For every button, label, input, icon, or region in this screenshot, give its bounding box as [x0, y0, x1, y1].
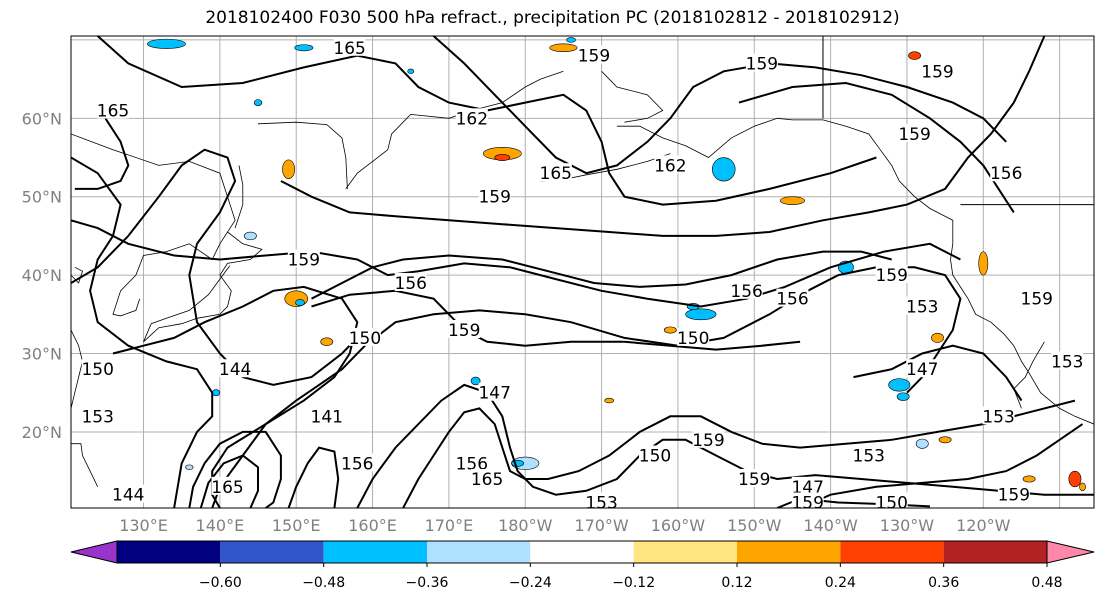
- contour-label: 162: [654, 156, 686, 176]
- contour-label: 159: [738, 470, 770, 490]
- contour-label: 159: [448, 321, 480, 341]
- colorbar-extend-high: [1046, 540, 1095, 564]
- lon-tick-label: 130°W: [880, 516, 935, 535]
- contour-label: 150: [349, 329, 381, 349]
- latitude-axis: 20°N 30°N 40°N 50°N 60°N: [22, 109, 62, 442]
- colorbar-segment: [323, 541, 427, 563]
- contour-label: 159: [478, 188, 510, 208]
- contour-label: 153: [853, 446, 885, 466]
- chart-title: 2018102400 F030 500 hPa refract., precip…: [205, 8, 900, 28]
- colorbar-extend-low: [70, 540, 118, 564]
- lon-tick-label: 150°W: [727, 516, 782, 535]
- lat-tick-label: 20°N: [22, 423, 62, 442]
- contour-label: 147: [906, 360, 938, 380]
- colorbar-tick-label: 0.24: [825, 575, 856, 591]
- contour-label: 159: [692, 431, 724, 451]
- colorbar-tick-label: −0.60: [199, 575, 242, 591]
- contour-label: 153: [81, 407, 113, 427]
- contour-label: 147: [478, 384, 510, 404]
- colorbar-tick-label: 0.36: [928, 575, 959, 591]
- lon-tick-label: 140°W: [803, 516, 858, 535]
- contour-label: 153: [1051, 352, 1083, 372]
- contour-label: 156: [395, 274, 427, 294]
- contour-label: 150: [875, 494, 907, 514]
- contour-label: 165: [211, 478, 243, 498]
- contour-label: 144: [112, 486, 144, 506]
- contour-label: 153: [982, 407, 1014, 427]
- colorbar-segment: [427, 541, 531, 563]
- lon-tick-label: 170°E: [425, 516, 474, 535]
- colorbar-segment: [220, 541, 324, 563]
- lat-tick-label: 30°N: [22, 345, 62, 364]
- lon-tick-label: 180°W: [498, 516, 553, 535]
- colorbar-tick-label: 0.12: [721, 575, 752, 591]
- contour-labels: 165 165 159 159 159 162 165 162 159 159 156 159 156 1…: [81, 37, 1084, 514]
- contour-label: 159: [746, 54, 778, 74]
- lon-tick-label: 160°W: [651, 516, 706, 535]
- contour-label: 159: [898, 125, 930, 145]
- lat-tick-label: 40°N: [22, 266, 62, 285]
- colorbar-tick-label: −0.24: [509, 575, 552, 591]
- lon-tick-label: 120°W: [956, 516, 1011, 535]
- contour-label: 165: [471, 470, 503, 490]
- coastlines: [71, 36, 1094, 487]
- contour-label: 150: [639, 446, 671, 466]
- map-frame: [70, 35, 1095, 509]
- lon-tick-label: 140°E: [196, 516, 245, 535]
- contour-label: 159: [875, 266, 907, 286]
- contour-label: 165: [540, 164, 572, 184]
- lat-tick-label: 60°N: [22, 109, 62, 128]
- refractivity-contours: [71, 36, 1094, 508]
- colorbar-segment: [117, 541, 221, 563]
- contour-label: 150: [81, 360, 113, 380]
- longitude-axis: 130°E 140°E 150°E 160°E 170°E 180°W 170°W 160°W…: [119, 516, 1010, 535]
- lon-tick-label: 130°E: [119, 516, 168, 535]
- contour-label: 153: [585, 494, 617, 514]
- contour-label: 144: [219, 360, 251, 380]
- colorbar-tick-label: 0.48: [1031, 575, 1062, 591]
- contour-label: 159: [998, 486, 1030, 506]
- colorbar-tick-label: −0.12: [612, 575, 655, 591]
- contour-label: 141: [311, 407, 343, 427]
- lat-tick-label: 50°N: [22, 188, 62, 207]
- contour-label: 150: [677, 329, 709, 349]
- contour-label: 162: [456, 109, 488, 129]
- contour-label: 159: [791, 494, 823, 514]
- colorbar-segment: [737, 541, 841, 563]
- contour-label: 159: [921, 62, 953, 82]
- colorbar-tick-label: −0.36: [406, 575, 449, 591]
- colorbar-segment: [840, 541, 944, 563]
- colorbar-segment: [633, 541, 737, 563]
- colorbar: −0.60 −0.48 −0.36 −0.24 −0.12 0.12 0.24 0.36 0.4…: [70, 540, 1095, 591]
- contour-label: 159: [288, 250, 320, 270]
- colorbar-segment: [530, 541, 634, 563]
- colorbar-tick-label: −0.48: [302, 575, 345, 591]
- contour-label: 165: [97, 101, 129, 121]
- lon-tick-label: 150°E: [272, 516, 321, 535]
- contour-label: 156: [776, 290, 808, 310]
- lon-tick-label: 170°W: [574, 516, 629, 535]
- colorbar-segment: [943, 541, 1047, 563]
- contour-label: 165: [333, 39, 365, 59]
- lon-tick-label: 160°E: [348, 516, 397, 535]
- contour-label: 156: [341, 454, 373, 474]
- contour-label: 159: [1021, 290, 1053, 310]
- contour-label: 159: [578, 47, 610, 67]
- contour-label: 156: [730, 282, 762, 302]
- contour-label: 153: [906, 297, 938, 317]
- contour-label: 156: [990, 164, 1022, 184]
